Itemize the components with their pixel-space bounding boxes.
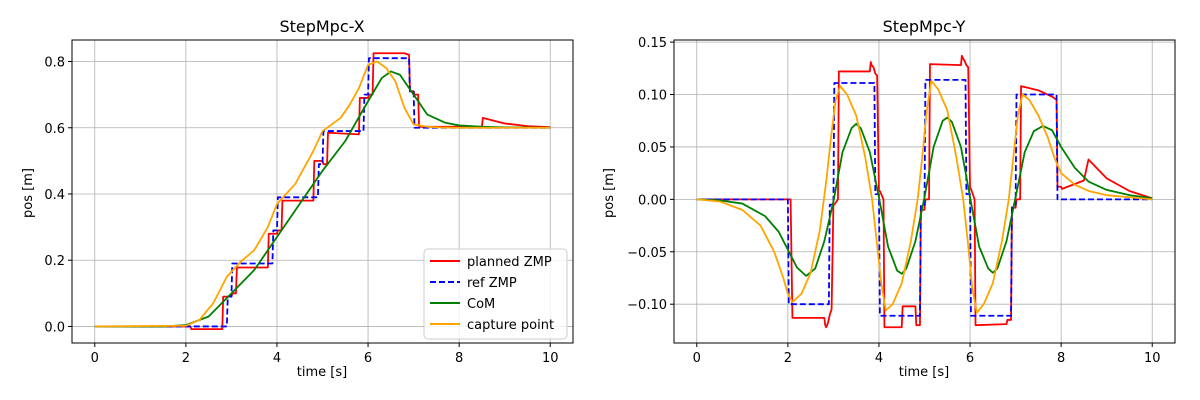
x-axis-label: time [s] [297, 365, 347, 380]
y-tick-label: −0.05 [627, 246, 667, 261]
x-axis-label: time [s] [899, 365, 949, 380]
y-tick-label: 0.05 [638, 141, 667, 156]
y-tick-label: 0.10 [638, 89, 667, 104]
ticks: 0 2 4 6 8 10 −0.10 −0.05 0.00 0.05 0.10 0.15 [627, 36, 1160, 366]
series-planned-zmp-line [696, 54, 1153, 329]
legend-entry-com: CoM [467, 297, 495, 312]
y-tick-label: 0.0 [44, 320, 65, 335]
x-tick-label: 4 [875, 351, 883, 366]
x-tick-label: 6 [364, 351, 372, 366]
y-axis-label: pos [m] [21, 168, 36, 218]
legend-entry-capture-point: capture point [467, 318, 554, 333]
x-tick-label: 10 [542, 351, 559, 366]
y-tick-label: 0.15 [638, 36, 667, 51]
x-tick-label: 2 [182, 351, 190, 366]
chart-title: StepMpc-Y [883, 17, 966, 36]
series-com-line [94, 70, 551, 328]
chart-title: StepMpc-X [279, 17, 364, 36]
ticks: 0 2 4 6 8 10 0.0 0.2 0.4 0.6 0.8 [44, 56, 558, 366]
series-group [696, 54, 1153, 329]
legend: planned ZMP ref ZMP CoM capture point [423, 248, 568, 340]
y-axis-label: pos [m] [602, 168, 617, 218]
series-ref-zmp-line [94, 57, 551, 328]
legend-entry-planned-zmp: planned ZMP [467, 255, 552, 270]
x-tick-label: 10 [1144, 351, 1161, 366]
series-capture-point-line [696, 79, 1153, 314]
y-tick-label: 0.8 [44, 56, 65, 71]
chart-stepmpc-y: 0 2 4 6 8 10 −0.10 −0.05 0.00 0.05 0.10 0.15 StepMp… [602, 17, 1176, 380]
y-tick-label: 0.2 [44, 254, 65, 269]
x-tick-label: 2 [784, 351, 792, 366]
y-tick-label: 0.6 [44, 122, 65, 137]
legend-box [423, 248, 568, 340]
axes-frame [71, 39, 574, 344]
y-tick-label: 0.4 [44, 188, 65, 203]
axes-frame [673, 39, 1176, 344]
x-tick-label: 6 [966, 351, 974, 366]
series-group [94, 52, 551, 330]
y-tick-label: −0.10 [627, 298, 667, 313]
chart-stepmpc-x: 0 2 4 6 8 10 0.0 0.2 0.4 0.6 0.8 StepMpc-X time [s… [21, 17, 574, 380]
series-capture-point-line [94, 60, 551, 328]
x-tick-label: 4 [273, 351, 281, 366]
series-com-line [696, 116, 1153, 277]
x-tick-label: 8 [1057, 351, 1065, 366]
y-tick-label: 0.00 [638, 193, 667, 208]
legend-entry-ref-zmp: ref ZMP [467, 276, 517, 291]
x-tick-label: 0 [693, 351, 701, 366]
x-tick-label: 8 [455, 351, 463, 366]
x-tick-label: 0 [91, 351, 99, 366]
